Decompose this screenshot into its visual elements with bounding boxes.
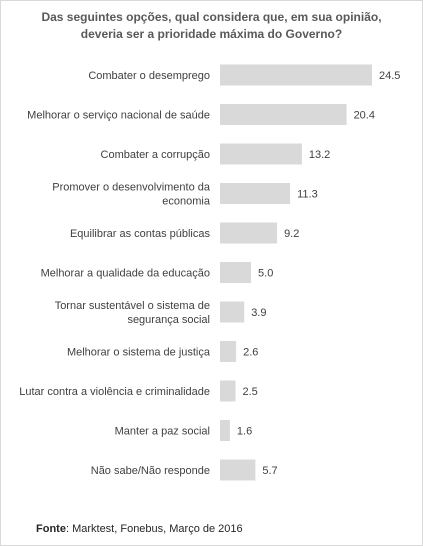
- data-label: 11.3: [297, 189, 318, 201]
- data-label: 2.5: [243, 386, 258, 398]
- data-label: 1.6: [237, 426, 252, 438]
- bar: [220, 459, 256, 481]
- bar: [220, 301, 245, 323]
- category-label: Não sabe/Não responde: [91, 465, 210, 477]
- category-label: Melhorar a qualidade da educação: [41, 268, 210, 280]
- bar: [220, 341, 237, 362]
- bar: [220, 183, 291, 204]
- category-label: Manter a paz social: [115, 426, 210, 438]
- bar: [220, 222, 278, 244]
- category-label: Combater a corrupção: [101, 149, 210, 161]
- category-label: Melhorar o serviço nacional de saúde: [27, 110, 210, 122]
- category-label: Combater o desemprego: [88, 70, 210, 82]
- data-label: 2.6: [243, 347, 258, 359]
- category-label: Tornar sustentável o sistema de: [55, 300, 210, 312]
- source-text: : Marktest, Fonebus, Março de 2016: [65, 523, 243, 535]
- data-label: 5.7: [262, 465, 277, 477]
- category-label: economia: [162, 196, 211, 208]
- data-label: 20.4: [354, 110, 375, 122]
- source-note: Fonte: Marktest, Fonebus, Março de 2016: [36, 523, 243, 535]
- category-label: Equilibrar as contas públicas: [70, 228, 211, 240]
- data-label: 3.9: [251, 307, 266, 319]
- data-label: 13.2: [309, 149, 330, 161]
- chart-title: Das seguintes opções, qual considera que…: [0, 9, 423, 43]
- category-label: Melhorar o sistema de justiça: [67, 347, 211, 359]
- category-label: Lutar contra a violência e criminalidade: [19, 386, 210, 398]
- category-label: segurança social: [127, 314, 210, 326]
- source-label: Fonte: [36, 523, 66, 535]
- data-label: 5.0: [258, 268, 273, 280]
- bar: [220, 420, 230, 441]
- bar: [220, 380, 236, 402]
- bar: [220, 104, 347, 125]
- data-label: 24.5: [379, 70, 400, 82]
- category-label: Promover o desenvolvimento da: [52, 182, 211, 194]
- chart-title-line-1: Das seguintes opções, qual considera que…: [41, 10, 382, 24]
- bar: [220, 262, 252, 283]
- chart-title-line-2: deveria ser a prioridade máxima do Gover…: [80, 27, 343, 41]
- bar: [220, 143, 302, 165]
- bar: [220, 64, 372, 86]
- data-label: 9.2: [284, 228, 299, 240]
